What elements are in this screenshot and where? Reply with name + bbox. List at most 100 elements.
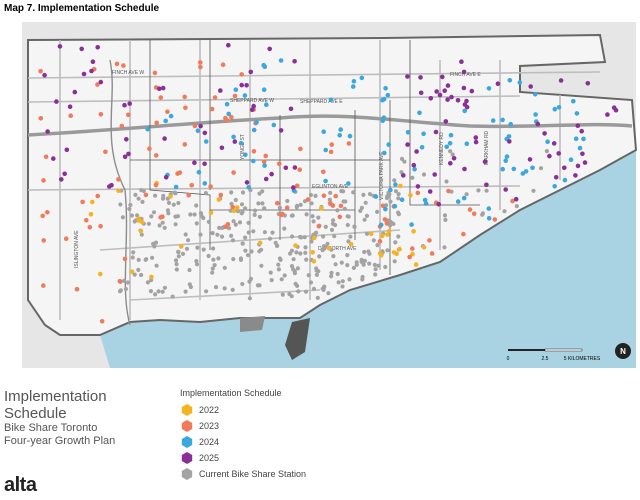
station	[232, 93, 238, 99]
station	[183, 105, 188, 111]
legend-hexagon	[181, 436, 193, 448]
station	[461, 231, 466, 237]
station	[38, 116, 44, 121]
station	[246, 230, 251, 235]
station	[150, 255, 155, 260]
station	[480, 211, 485, 216]
highway-401	[27, 114, 633, 137]
station	[270, 230, 275, 235]
station	[531, 188, 536, 193]
station	[119, 123, 125, 129]
station	[473, 139, 479, 145]
station	[408, 193, 413, 198]
spit	[285, 318, 310, 360]
station	[314, 230, 319, 235]
station	[247, 296, 252, 301]
station	[243, 235, 248, 240]
station	[251, 229, 256, 234]
station	[573, 136, 579, 141]
station	[398, 183, 403, 189]
legend-item: 2023	[180, 418, 306, 434]
station	[140, 199, 145, 204]
station	[428, 96, 434, 101]
station	[393, 189, 399, 194]
station	[340, 284, 345, 289]
legend-item: 2024	[180, 434, 306, 450]
station	[171, 202, 176, 207]
station	[345, 253, 350, 258]
station	[399, 156, 405, 161]
station	[490, 118, 496, 123]
station	[259, 247, 264, 252]
station	[153, 193, 158, 198]
station	[219, 234, 225, 239]
station	[173, 222, 178, 227]
station	[153, 292, 158, 297]
station	[335, 208, 340, 213]
station	[215, 232, 220, 237]
station	[575, 163, 581, 169]
station	[229, 114, 234, 120]
station	[116, 177, 121, 182]
station	[166, 200, 172, 205]
station	[244, 180, 250, 185]
station	[210, 266, 215, 271]
station	[59, 177, 64, 182]
station	[397, 246, 402, 252]
station	[283, 165, 289, 171]
station	[486, 216, 492, 221]
station	[306, 273, 311, 278]
station	[346, 141, 352, 146]
station	[229, 190, 234, 195]
station	[364, 231, 370, 236]
station	[294, 183, 300, 189]
station	[211, 246, 216, 251]
station	[219, 145, 225, 151]
station	[329, 142, 335, 147]
station	[418, 90, 424, 96]
station	[242, 93, 248, 98]
road-label: EGLINTON AVE	[312, 184, 349, 190]
legend-label: 2022	[199, 405, 220, 415]
station	[116, 188, 121, 194]
station	[348, 234, 353, 239]
station	[387, 192, 392, 197]
station	[384, 221, 390, 226]
station	[291, 267, 296, 272]
station	[238, 256, 243, 261]
station	[212, 263, 217, 268]
station	[338, 203, 344, 209]
station	[558, 78, 564, 83]
station	[337, 133, 343, 138]
legend-swatch	[181, 452, 193, 464]
station	[145, 280, 150, 285]
station	[280, 292, 285, 297]
station	[405, 130, 411, 135]
station	[217, 225, 222, 230]
station	[580, 151, 585, 157]
roads	[27, 40, 601, 320]
station	[551, 141, 557, 146]
station	[495, 81, 501, 86]
station	[342, 206, 347, 211]
road-label: VICTORIA PARK AVE	[379, 151, 385, 200]
station	[461, 195, 467, 201]
station	[611, 105, 617, 110]
north-label: N	[620, 347, 626, 356]
station	[289, 264, 295, 269]
scale-label: 5 KILOMETRES	[564, 356, 601, 362]
station	[396, 210, 401, 215]
station	[352, 224, 357, 230]
station	[348, 241, 354, 247]
station	[320, 248, 325, 253]
station	[346, 239, 351, 244]
station	[298, 146, 303, 152]
station	[148, 289, 153, 294]
side-panel: Implementation Schedule Bike Share Toron…	[4, 388, 154, 448]
station	[507, 139, 512, 144]
station	[251, 158, 256, 164]
station	[338, 127, 344, 132]
station	[202, 181, 208, 186]
station	[194, 221, 199, 226]
station	[392, 178, 397, 183]
